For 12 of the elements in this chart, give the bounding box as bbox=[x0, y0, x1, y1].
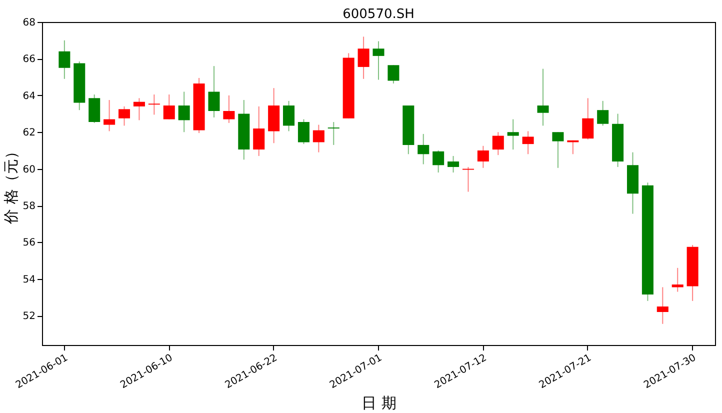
y-tick-label: 52 bbox=[22, 311, 36, 322]
x-axis-title: 日 期 bbox=[362, 394, 396, 412]
y-tick-label: 62 bbox=[22, 128, 36, 139]
y-tick-label: 68 bbox=[22, 18, 36, 28]
y-tick-label: 54 bbox=[22, 274, 36, 286]
y-tick-label: 64 bbox=[22, 90, 36, 102]
y-axis-title: 价 格（元） bbox=[2, 144, 20, 225]
y-tick-label: 56 bbox=[22, 238, 36, 249]
y-tick-label: 60 bbox=[22, 164, 36, 176]
y-tick-label: 66 bbox=[22, 54, 36, 66]
chart-title: 600570.SH bbox=[342, 7, 414, 22]
y-tick-label: 58 bbox=[22, 201, 36, 212]
